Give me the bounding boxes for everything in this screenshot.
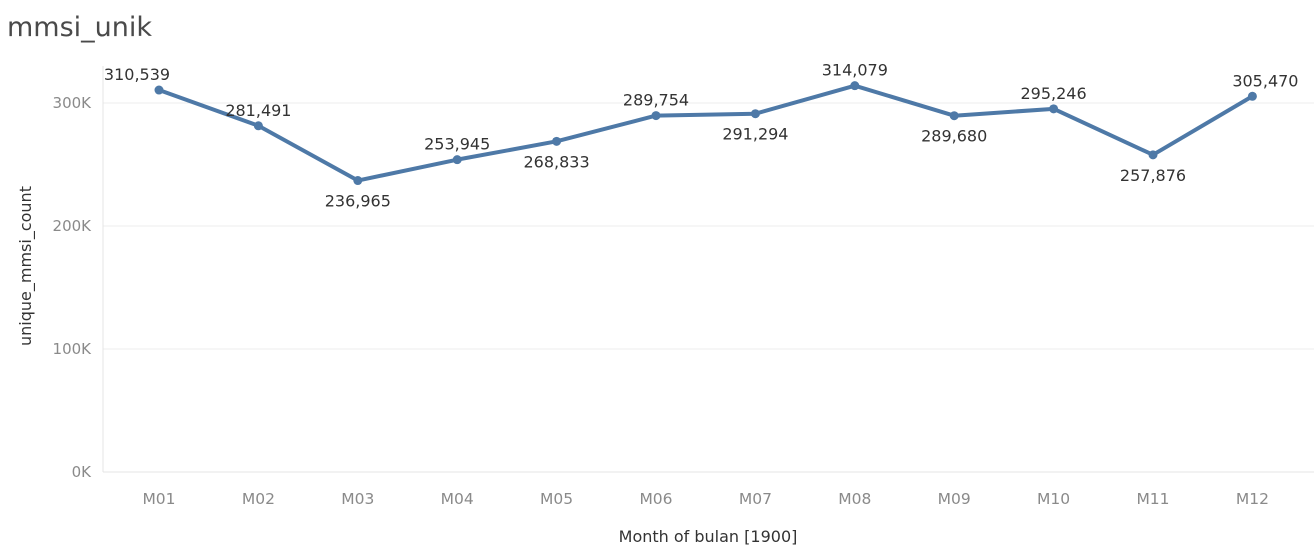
data-point[interactable]: [750, 109, 760, 119]
x-tick-label: M02: [242, 490, 275, 508]
x-tick-label: M07: [739, 490, 772, 508]
chart-title: mmsi_unik: [7, 12, 153, 43]
x-tick-label: M11: [1136, 490, 1169, 508]
data-label: 314,079: [822, 61, 888, 80]
data-label: 289,754: [623, 91, 689, 110]
x-tick-label: M08: [838, 490, 871, 508]
y-tick-label: 100K: [53, 340, 93, 358]
y-axis-ticks: 0K 100K 200K 300K: [53, 94, 93, 481]
data-label: 268,833: [524, 152, 590, 171]
data-point[interactable]: [850, 81, 860, 91]
data-point[interactable]: [353, 176, 363, 186]
data-label: 295,246: [1021, 84, 1087, 103]
x-tick-label: M03: [341, 490, 374, 508]
data-points: [154, 81, 1257, 186]
data-point[interactable]: [154, 85, 164, 95]
data-point[interactable]: [651, 111, 661, 121]
y-tick-label: 200K: [53, 217, 93, 235]
data-point[interactable]: [253, 121, 263, 131]
data-point[interactable]: [452, 155, 462, 165]
series-line-path: [157, 83, 1255, 183]
data-point[interactable]: [949, 111, 959, 121]
data-point[interactable]: [552, 136, 562, 146]
x-tick-label: M06: [639, 490, 672, 508]
y-tick-label: 300K: [53, 94, 93, 112]
data-labels: 310,539 281,491 236,965 253,945 268,833 289,7…: [104, 61, 1299, 211]
data-point[interactable]: [1148, 150, 1158, 160]
data-label: 289,680: [921, 127, 987, 146]
data-label: 281,491: [225, 101, 291, 120]
data-label: 310,539: [104, 65, 170, 84]
data-point[interactable]: [1247, 91, 1257, 101]
series-line: [157, 83, 1255, 183]
y-axis-title: unique_mmsi_count: [16, 186, 36, 346]
data-label: 305,470: [1232, 71, 1298, 90]
x-axis-title: Month of bulan [1900]: [619, 527, 798, 546]
x-tick-label: M05: [540, 490, 573, 508]
x-tick-label: M12: [1236, 490, 1269, 508]
x-tick-label: M10: [1037, 490, 1070, 508]
x-tick-label: M04: [441, 490, 474, 508]
y-tick-label: 0K: [72, 463, 93, 481]
data-point[interactable]: [1049, 104, 1059, 114]
data-label: 257,876: [1120, 166, 1186, 185]
x-axis-ticks: M01 M02 M03 M04 M05 M06 M07 M08 M09 M10 M11 M12: [142, 490, 1269, 508]
x-tick-label: M09: [938, 490, 971, 508]
gridlines: [102, 66, 1314, 473]
x-tick-label: M01: [142, 490, 175, 508]
data-label: 291,294: [722, 125, 788, 144]
data-label: 236,965: [325, 192, 391, 211]
data-label: 253,945: [424, 135, 490, 154]
